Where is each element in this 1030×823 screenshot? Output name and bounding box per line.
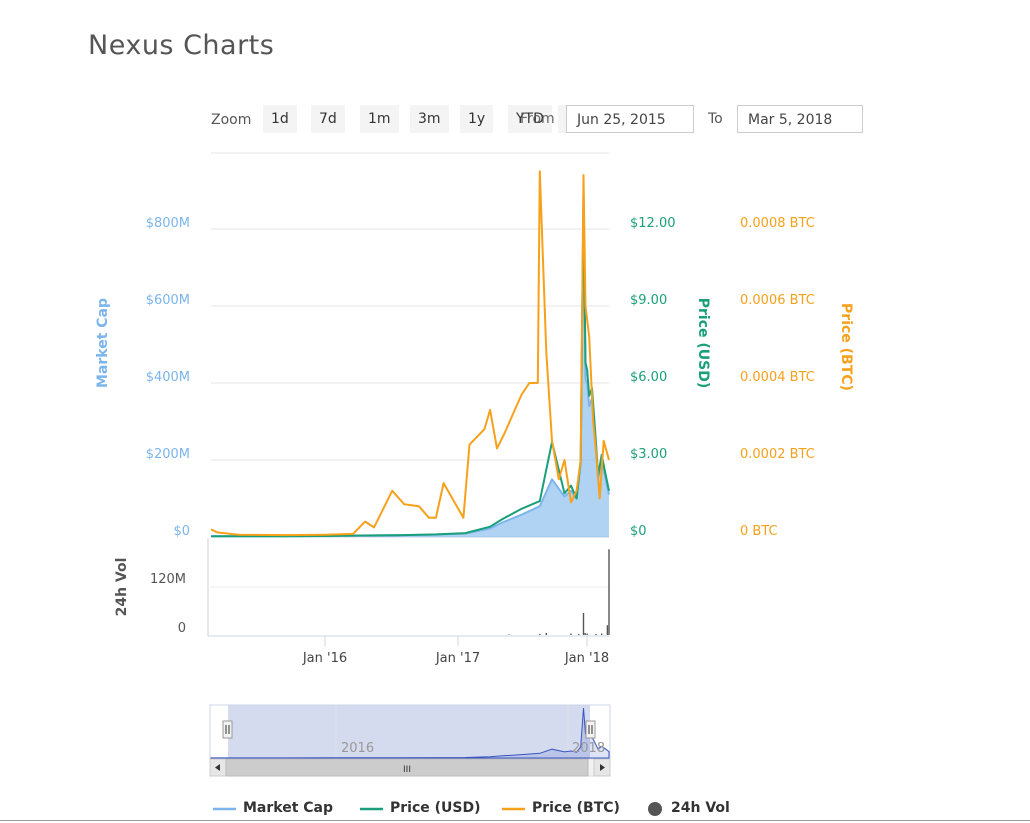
navigator[interactable]: 2016 2018 bbox=[209, 704, 611, 760]
navigator-label: 2016 bbox=[341, 741, 374, 756]
price-usd-tick: $12.00 bbox=[630, 216, 676, 231]
price-usd-tick: $9.00 bbox=[630, 293, 667, 308]
price-btc-tick: 0.0004 BTC bbox=[740, 370, 815, 385]
market-cap-tick: $200M bbox=[146, 447, 190, 462]
volume-series bbox=[508, 549, 610, 635]
volume-axis-title: 24h Vol bbox=[114, 558, 130, 617]
x-tick-label: Jan '18 bbox=[564, 651, 609, 666]
x-tick-label: Jan '17 bbox=[435, 651, 480, 666]
legend-circle-icon bbox=[648, 802, 662, 816]
zoom-1d-button[interactable]: 1d bbox=[263, 105, 297, 133]
navigator-scrollbar[interactable]: III bbox=[209, 758, 611, 777]
to-date-input[interactable]: Mar 5, 2018 bbox=[737, 105, 863, 133]
volume-tick: 120M bbox=[150, 572, 186, 587]
from-date-input[interactable]: Jun 25, 2015 bbox=[566, 105, 694, 133]
price-usd-tick: $3.00 bbox=[630, 447, 667, 462]
zoom-1m-button[interactable]: 1m bbox=[360, 105, 399, 133]
navigator-selection[interactable] bbox=[228, 705, 590, 759]
legend-market-cap[interactable]: Market Cap bbox=[243, 800, 334, 816]
scrollbar-thumb[interactable] bbox=[225, 758, 589, 777]
market-cap-tick: $400M bbox=[146, 370, 190, 385]
price-usd-axis-title: Price (USD) bbox=[695, 298, 711, 389]
navigator-left-handle[interactable] bbox=[222, 720, 233, 739]
price-btc-tick: 0.0006 BTC bbox=[740, 293, 815, 308]
navigator-label: 2018 bbox=[572, 741, 605, 756]
price-usd-tick: $0 bbox=[630, 524, 647, 539]
price-btc-axis-title: Price (BTC) bbox=[838, 303, 854, 391]
legend-price-btc[interactable]: Price (BTC) bbox=[532, 800, 620, 816]
page-title: Nexus Charts bbox=[88, 30, 275, 61]
price-btc-tick: 0.0008 BTC bbox=[740, 216, 815, 231]
navigator-right-handle[interactable] bbox=[585, 720, 596, 739]
price-btc-tick: 0.0002 BTC bbox=[740, 447, 815, 462]
x-axis: Jan '16 Jan '17 Jan '18 bbox=[302, 636, 609, 666]
market-cap-tick: $0 bbox=[173, 524, 190, 539]
arrow-right-icon bbox=[600, 764, 605, 771]
scrollbar-grip: III bbox=[403, 765, 411, 775]
price-usd-line bbox=[211, 192, 610, 538]
x-tick-label: Jan '16 bbox=[302, 651, 347, 666]
legend bbox=[213, 802, 662, 816]
market-cap-line bbox=[211, 206, 610, 538]
zoom-label: Zoom bbox=[211, 112, 252, 128]
market-cap-area bbox=[211, 207, 609, 538]
market-cap-tick: $800M bbox=[146, 216, 190, 231]
price-btc-line bbox=[210, 170, 610, 537]
price-usd-tick: $6.00 bbox=[630, 370, 667, 385]
market-cap-tick: $600M bbox=[146, 293, 190, 308]
volume-tick: 0 bbox=[178, 621, 186, 636]
legend-volume[interactable]: 24h Vol bbox=[671, 800, 730, 816]
market-cap-axis-title: Market Cap bbox=[95, 298, 111, 388]
navigator-series bbox=[210, 707, 610, 759]
zoom-ytd-button[interactable]: YTD bbox=[508, 105, 552, 133]
to-label: To bbox=[708, 111, 723, 127]
from-label: From bbox=[520, 111, 555, 127]
zoom-1y-button[interactable]: 1y bbox=[460, 105, 494, 133]
legend-price-usd[interactable]: Price (USD) bbox=[390, 800, 481, 816]
divider bbox=[0, 820, 1030, 821]
main-series bbox=[210, 170, 610, 538]
zoom-7d-button[interactable]: 7d bbox=[311, 105, 345, 133]
arrow-left-icon bbox=[215, 764, 220, 771]
zoom-3m-button[interactable]: 3m bbox=[410, 105, 449, 133]
price-btc-tick: 0 BTC bbox=[740, 524, 778, 539]
